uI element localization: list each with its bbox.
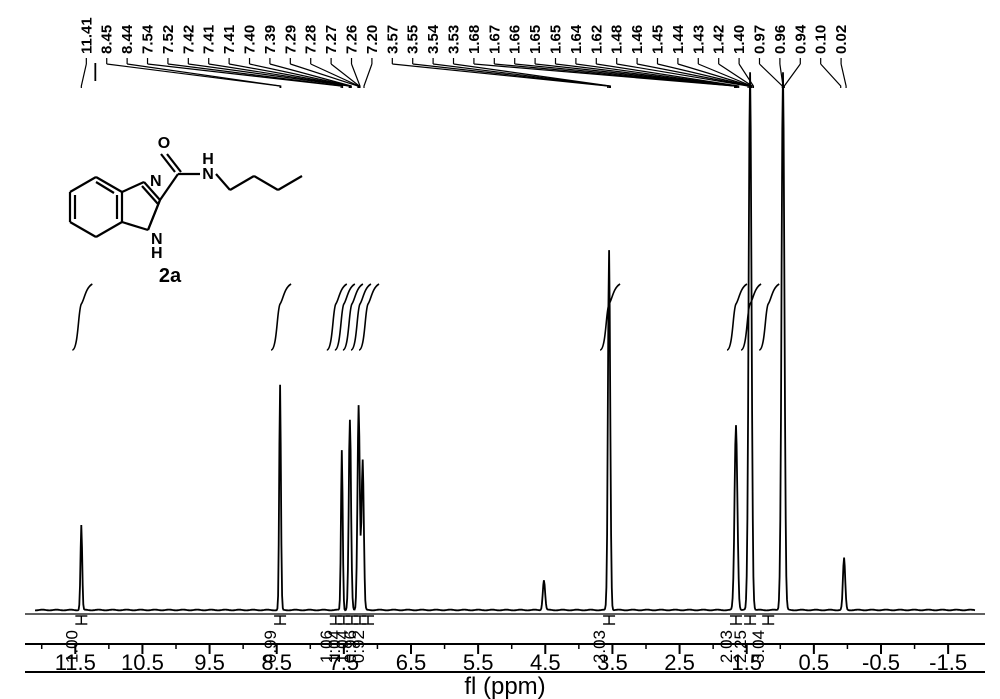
peak-ppm-label: 1.62 (588, 25, 605, 54)
axis-tick-label: 10.5 (121, 650, 164, 675)
peak-ppm-label: 1.64 (568, 24, 585, 54)
bond (230, 176, 254, 190)
bond (216, 174, 230, 190)
bond (70, 222, 96, 237)
axis-tick-label: 4.5 (530, 650, 561, 675)
integral-value-label: 3.04 (749, 630, 768, 663)
peak-ppm-label: 7.42 (180, 25, 197, 54)
integral-value-label: 2.03 (590, 630, 609, 663)
atom-label: H (151, 245, 163, 262)
bond (160, 174, 178, 200)
integral-curve (727, 284, 747, 350)
axis-tick-label: 9.5 (194, 650, 225, 675)
peak-ppm-label: 3.55 (405, 25, 422, 54)
peak-ppm-label: 0.94 (792, 24, 809, 54)
peak-ppm-label: 1.44 (670, 24, 687, 54)
peak-tie-line (841, 58, 846, 88)
compound-structure: NHNONH2a (70, 135, 302, 287)
peak-tie-line (784, 58, 800, 88)
integral-curve (72, 284, 92, 350)
peak-tie-line (759, 58, 782, 88)
integral-value-label: 0.99 (261, 630, 280, 663)
peak-ppm-label: 8.45 (99, 25, 116, 54)
peak-tie-line (364, 58, 372, 88)
integral-value-label: 0.92 (349, 630, 368, 663)
peak-ppm-label: 7.20 (364, 25, 381, 54)
peak-ppm-label: 7.54 (140, 24, 157, 54)
peak-ppm-label: 1.43 (690, 25, 707, 54)
peak-ppm-label: 0.10 (813, 25, 830, 54)
integral-curve (271, 284, 291, 350)
peak-ppm-label: 1.45 (649, 25, 666, 54)
integral-curve (759, 284, 779, 350)
axis-tick-label: 5.5 (463, 650, 494, 675)
peak-ppm-label: 7.29 (282, 25, 299, 54)
integral-curve (335, 284, 355, 350)
peak-tie-line (81, 58, 86, 88)
peak-ppm-label: 7.27 (323, 25, 340, 54)
axis-tick-label: 0.5 (799, 650, 830, 675)
peak-ppm-label: 1.46 (629, 25, 646, 54)
axis-tick-label: -1.5 (929, 650, 967, 675)
peak-ppm-label: 7.39 (262, 25, 279, 54)
atom-label: O (158, 135, 170, 152)
peak-ppm-label: 7.41 (201, 25, 218, 54)
atom-label: H (202, 151, 214, 168)
peak-ppm-label: 0.02 (833, 25, 850, 54)
peak-ppm-label: 11.41 (78, 17, 95, 54)
peak-tie-line (821, 58, 841, 88)
axis-tick-label: 6.5 (396, 650, 427, 675)
compound-label: 2a (159, 265, 182, 287)
peak-ppm-label: 7.26 (344, 25, 361, 54)
peak-ppm-label: 3.53 (446, 25, 463, 54)
axis-tick-label: 2.5 (664, 650, 695, 675)
peak-ppm-label: 1.65 (548, 25, 565, 54)
integral-value-label: 1.00 (62, 630, 81, 663)
peak-ppm-label: 7.52 (160, 25, 177, 54)
peak-ppm-label: 0.96 (772, 25, 789, 54)
nmr-svg-canvas: 11.510.59.58.57.56.55.54.53.52.51.50.5-0… (0, 0, 1000, 699)
bond (96, 182, 114, 193)
bond (96, 222, 122, 237)
peak-ppm-label: 1.67 (486, 25, 503, 54)
peak-ppm-label: 1.40 (731, 25, 748, 54)
peak-ppm-label: 3.54 (425, 24, 442, 54)
peak-ppm-label: 1.42 (711, 25, 728, 54)
atom-label: N (150, 173, 162, 190)
peak-ppm-label: 7.40 (242, 25, 259, 54)
peak-ppm-label: 1.48 (609, 25, 626, 54)
bond (254, 176, 278, 190)
axis-label: fl (ppm) (464, 673, 545, 699)
bond (148, 200, 160, 230)
integral-curve (351, 284, 371, 350)
integral-curve (343, 284, 363, 350)
bond (70, 177, 96, 192)
bond (278, 176, 302, 190)
peak-ppm-label: 7.41 (221, 25, 238, 54)
axis-tick-label: -0.5 (862, 650, 900, 675)
peak-ppm-label: 1.65 (527, 25, 544, 54)
spectrum-trace (35, 72, 975, 610)
atom-label: N (202, 166, 214, 183)
peak-ppm-label: 3.57 (384, 25, 401, 54)
peak-ppm-label: 1.66 (507, 25, 524, 54)
bond (122, 222, 148, 230)
nmr-spectrum-figure: 11.510.59.58.57.56.55.54.53.52.51.50.5-0… (0, 0, 1000, 699)
bond (122, 182, 144, 192)
peak-ppm-label: 1.68 (466, 25, 483, 54)
integral-curve (359, 284, 379, 350)
integral-value-label: 2.25 (731, 630, 750, 663)
peak-ppm-label: 7.28 (303, 25, 320, 54)
peak-ppm-label: 8.44 (119, 24, 136, 54)
integral-curve (327, 284, 347, 350)
peak-ppm-label: 0.97 (751, 25, 768, 54)
